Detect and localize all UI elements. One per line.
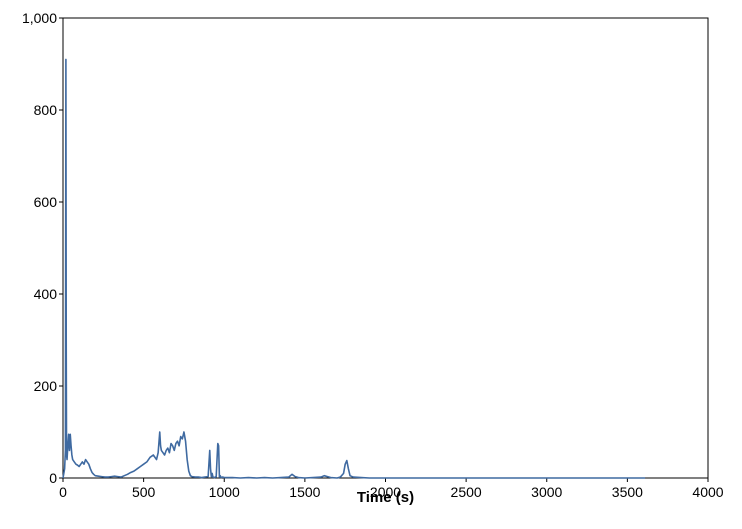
y-tick-label: 800 [34, 102, 58, 118]
x-tick-label: 0 [59, 484, 67, 500]
x-tick-label: 3500 [612, 484, 643, 500]
y-tick-label: 0 [49, 470, 57, 486]
y-tick-label: 1,000 [22, 10, 57, 26]
x-tick-label: 500 [132, 484, 156, 500]
y-tick-label: 600 [34, 194, 58, 210]
y-tick-label: 200 [34, 378, 58, 394]
x-axis-ticks: 0 500 1000 1500 2000 2500 3000 3500 4000 [59, 478, 724, 500]
y-tick-label: 400 [34, 286, 58, 302]
y-axis-ticks: 0 200 400 600 800 1,000 [22, 10, 63, 486]
x-axis-title: Time (s) [357, 489, 414, 506]
series-line [62, 58, 646, 479]
x-tick-label: 1000 [209, 484, 240, 500]
x-tick-label: 2500 [451, 484, 482, 500]
x-tick-label: 1500 [289, 484, 320, 500]
plot-area [62, 17, 709, 479]
x-tick-label: 3000 [531, 484, 562, 500]
x-tick-label: 4000 [692, 484, 723, 500]
x-tick-label: 2000 [370, 484, 401, 500]
